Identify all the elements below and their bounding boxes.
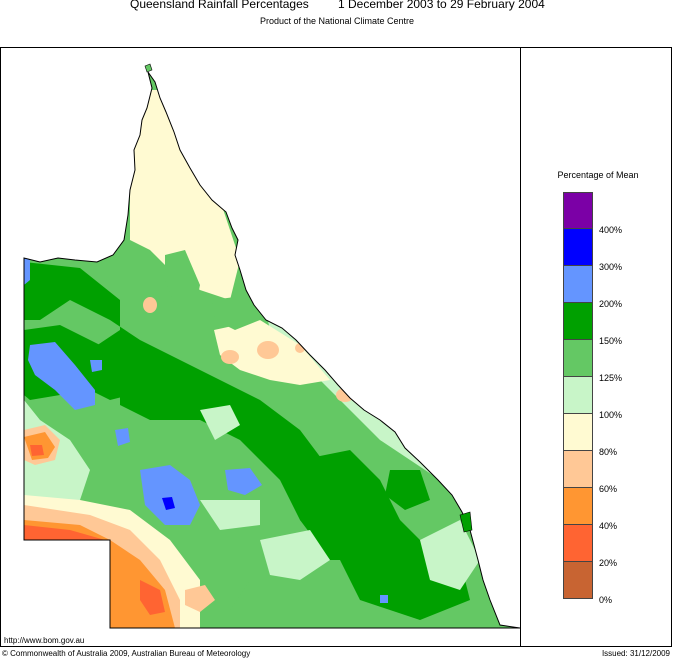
map-title: Queensland Rainfall Percentages 1 Decemb… <box>0 0 674 13</box>
legend-swatch-4 <box>563 340 593 377</box>
island-torres-strait <box>144 63 153 73</box>
legend-colorbar <box>563 192 593 599</box>
legend-swatch-10 <box>563 562 593 599</box>
legend-tick-label: 20% <box>599 558 618 568</box>
queensland-outline <box>23 71 520 629</box>
title-period: 1 December 2003 to 29 February 2004 <box>338 0 545 11</box>
legend-tick-label: 80% <box>599 447 618 457</box>
legend-swatch-2 <box>563 266 593 303</box>
frame-divider <box>520 47 521 647</box>
legend-swatch-1 <box>563 229 593 266</box>
rainfall-map <box>23 63 520 629</box>
legend-swatch-0 <box>563 192 593 229</box>
legend-tick-label: 200% <box>599 299 623 309</box>
legend-tick-label: 100% <box>599 410 623 420</box>
legend-tick-label: 0% <box>599 595 613 605</box>
legend-tick-label: 40% <box>599 521 618 531</box>
legend-tick-label: 125% <box>599 373 623 383</box>
legend-tick-label: 150% <box>599 336 623 346</box>
legend-swatch-8 <box>563 488 593 525</box>
legend-swatch-9 <box>563 525 593 562</box>
legend-tick-label: 60% <box>599 484 618 494</box>
footer-copyright: © Commonwealth of Australia 2009, Austra… <box>2 649 251 658</box>
title-main: Queensland Rainfall Percentages <box>130 0 309 11</box>
island-fraser <box>459 511 473 533</box>
map-subtitle: Product of the National Climate Centre <box>259 16 415 26</box>
footer-url[interactable]: http://www.bom.gov.au <box>4 636 85 645</box>
legend-swatch-5 <box>563 377 593 414</box>
legend-swatch-6 <box>563 414 593 451</box>
legend-swatch-7 <box>563 451 593 488</box>
legend-tick-label: 300% <box>599 262 623 272</box>
legend-tick-label: 400% <box>599 225 623 235</box>
legend-title: Percentage of Mean <box>557 170 639 180</box>
rainfall-zones <box>24 72 520 628</box>
footer-issued-date: Issued: 31/12/2009 <box>601 649 670 658</box>
legend-swatch-3 <box>563 303 593 340</box>
map-frame <box>0 47 672 647</box>
